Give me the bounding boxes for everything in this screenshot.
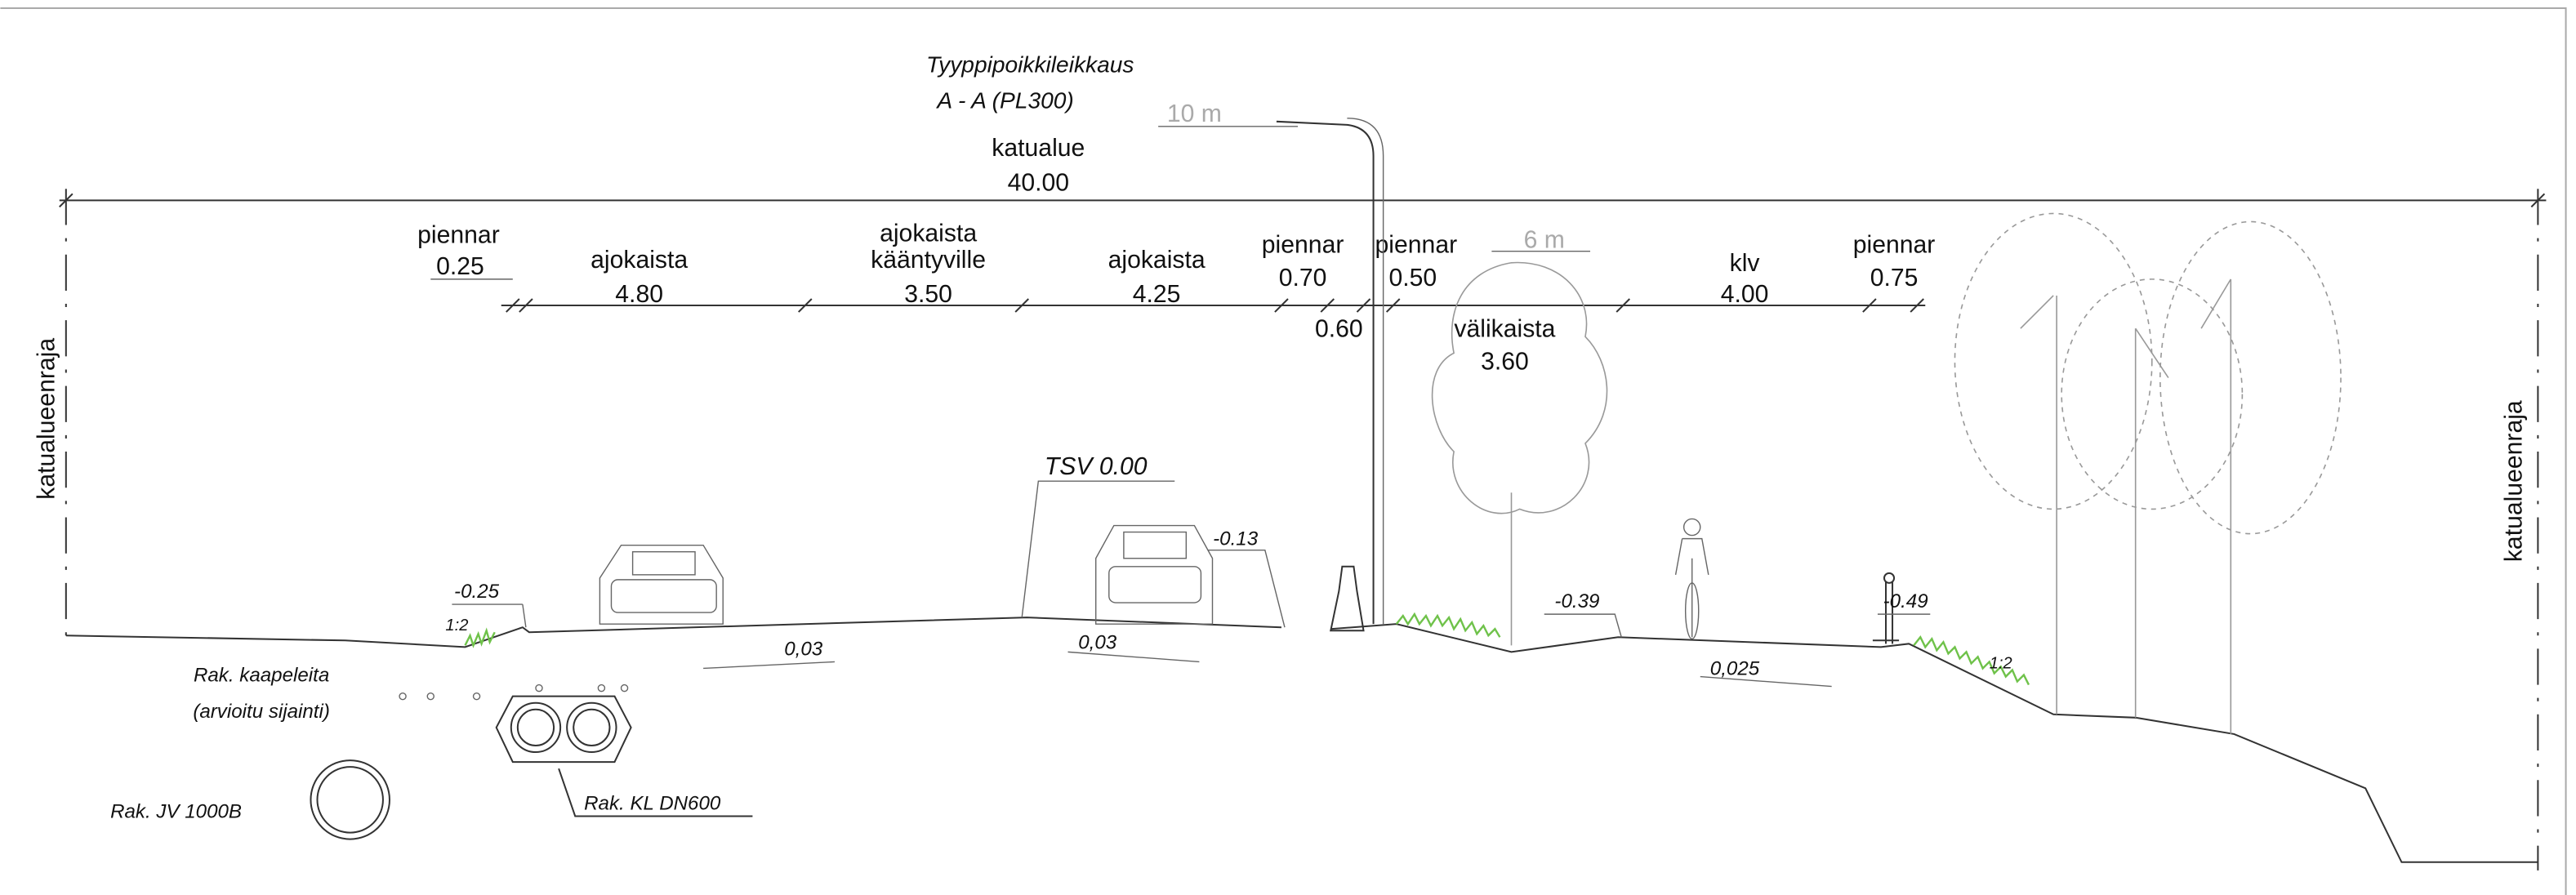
boundary-label: katualueenraja: [33, 338, 60, 500]
part-label: ajokaista: [880, 220, 977, 247]
part-label: piennar: [1262, 232, 1344, 259]
level-label: TSV 0.00: [1045, 453, 1148, 480]
utility-label: Rak. kaapeleita: [194, 665, 329, 687]
section: A - A (PL300): [935, 88, 1073, 114]
part-width: 4.80: [615, 281, 663, 308]
title: Tyyppipoikkileikkaus: [926, 51, 1134, 77]
utility-label: Rak. KL DN600: [584, 792, 721, 814]
utility-label: (arvioitu sijainti): [193, 701, 330, 723]
part-width: 0.60: [1315, 315, 1363, 342]
part-width: 0.75: [1870, 265, 1919, 292]
utility-label: Rak. JV 1000B: [110, 800, 242, 822]
part-width: 0.50: [1388, 265, 1437, 292]
part-label: piennar: [1853, 232, 1936, 259]
part-width: 0.70: [1279, 265, 1327, 292]
part-width: 4.25: [1133, 281, 1181, 308]
slope-label: 0,03: [1078, 631, 1117, 653]
cross-section: katualueenraja katualueenraja katualue 4…: [0, 0, 2576, 895]
part-label: ajokaista: [1108, 247, 1206, 274]
total-width: 40.00: [1008, 169, 1069, 196]
part-label: kääntyville: [871, 247, 986, 274]
part-width: 4.00: [1721, 281, 1769, 308]
part-label: klv: [1730, 250, 1760, 277]
slope-label: 0,03: [784, 638, 823, 660]
height-label: 10 m: [1167, 100, 1222, 127]
level-label: -0.39: [1554, 590, 1599, 612]
part-width: 3.60: [1481, 348, 1529, 375]
part-label: ajokaista: [591, 247, 688, 274]
slope-label: 1:2: [1990, 654, 2012, 672]
level-label: -0.13: [1213, 528, 1259, 550]
part-width: 3.50: [904, 281, 952, 308]
boundary-label: katualueenraja: [2500, 400, 2527, 562]
slope-label: 1:2: [445, 617, 468, 635]
background: [0, 0, 2575, 895]
total-label: katualue: [992, 135, 1085, 162]
level-label: -0.25: [454, 581, 500, 603]
page: katualueenraja katualueenraja katualue 4…: [0, 0, 2576, 895]
level-label: -0.49: [1883, 590, 1928, 612]
part-label: piennar: [417, 222, 500, 249]
part-label: piennar: [1375, 232, 1458, 259]
height-label: 6 m: [1524, 227, 1565, 254]
part-width: 0.25: [436, 253, 484, 280]
part-label: välikaista: [1454, 315, 1555, 342]
slope-label: 0,025: [1710, 658, 1760, 680]
